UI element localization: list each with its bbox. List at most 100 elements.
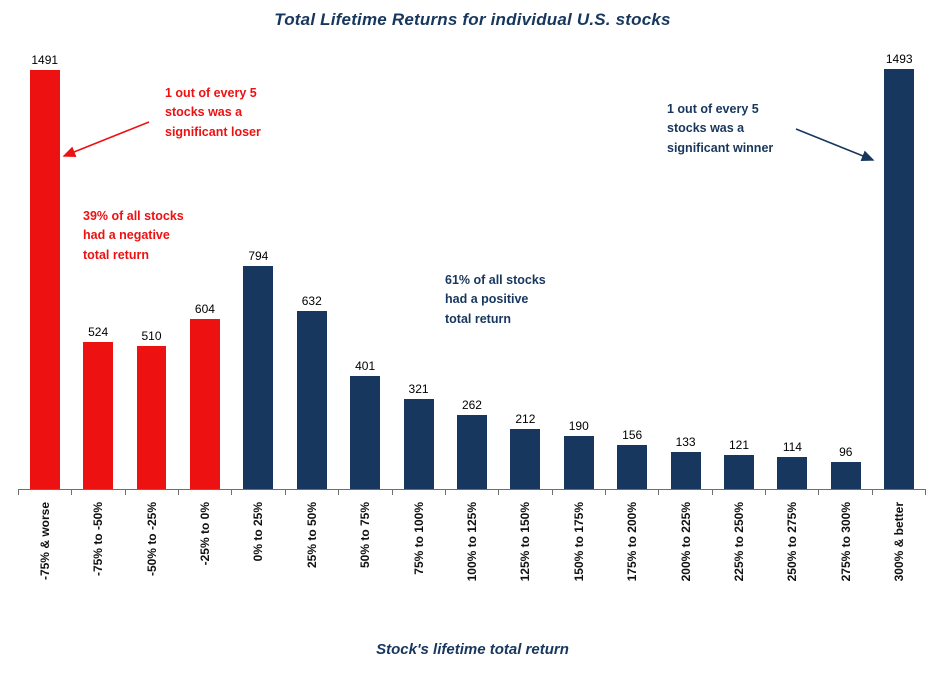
bar <box>617 445 648 489</box>
bar-group: 96 <box>819 445 872 489</box>
chart-title: Total Lifetime Returns for individual U.… <box>274 10 671 29</box>
category-cell: 0% to 25% <box>232 495 285 637</box>
bar-group: 794 <box>232 249 285 489</box>
bar <box>830 462 861 489</box>
bar-value-label: 632 <box>301 294 322 308</box>
x-axis-title: Stock's lifetime total return <box>376 641 569 658</box>
category-label: 200% to 225% <box>678 502 693 582</box>
axis-tick <box>72 490 126 495</box>
bar-chart: 1491 524 510 604 794 632 401 321 262 212 190 156 133… <box>18 50 927 637</box>
bar-value-label: 156 <box>622 428 643 442</box>
axis-tick <box>766 490 820 495</box>
bar-value-label: 1493 <box>885 52 913 66</box>
bar <box>670 452 701 489</box>
axis-tick <box>819 490 873 495</box>
axis-tick <box>659 490 713 495</box>
category-cell: 125% to 150% <box>499 495 552 637</box>
bar <box>296 311 327 489</box>
bar-group: 133 <box>659 435 712 489</box>
category-label: -75% to -50% <box>91 502 106 577</box>
category-cell: 100% to 125% <box>445 495 498 637</box>
bar-value-label: 524 <box>88 325 109 339</box>
category-label: 75% to 100% <box>411 502 426 575</box>
axis-tick <box>393 490 446 495</box>
category-label: 275% to 300% <box>838 502 853 582</box>
category-label: 150% to 175% <box>571 502 586 582</box>
bar-value-label: 212 <box>515 412 536 426</box>
category-label: 25% to 50% <box>304 502 319 569</box>
axis-tick <box>126 490 180 495</box>
category-label: 175% to 200% <box>625 502 640 582</box>
axis-tick <box>606 490 660 495</box>
axis-tick <box>339 490 393 495</box>
plot-area: 1491 524 510 604 794 632 401 321 262 212 190 156 133… <box>18 50 926 490</box>
category-label: -50% to -25% <box>144 502 159 577</box>
bar-group: 156 <box>605 428 658 489</box>
bar-group: 632 <box>285 294 338 489</box>
bar-group: 604 <box>178 302 231 489</box>
bar-group: 510 <box>125 329 178 489</box>
bar <box>83 342 114 489</box>
bar-group: 190 <box>552 419 605 489</box>
category-cell: 25% to 50% <box>285 495 338 637</box>
category-cell: 50% to 75% <box>338 495 391 637</box>
category-label: 125% to 150% <box>518 502 533 582</box>
bar-group: 212 <box>499 412 552 489</box>
category-cell: 75% to 100% <box>392 495 445 637</box>
annotation-significant-loser: 1 out of every 5 stocks was a significan… <box>165 86 261 139</box>
category-label: 300% & better <box>892 502 907 582</box>
bar-value-label: 321 <box>408 382 429 396</box>
axis-tick <box>286 490 340 495</box>
category-cell: -25% to 0% <box>178 495 231 637</box>
bar <box>457 415 487 489</box>
bar-value-label: 190 <box>568 419 589 433</box>
axis-tick <box>873 490 927 495</box>
bar-group: 262 <box>445 398 498 489</box>
category-cell: -50% to -25% <box>125 495 178 637</box>
x-axis-ticks <box>18 490 927 495</box>
bar-group: 321 <box>392 382 445 489</box>
bar <box>563 436 594 489</box>
bar-group: 1491 <box>18 53 71 489</box>
category-label: 50% to 75% <box>358 502 373 569</box>
annotation-significant-winner: 1 out of every 5 stocks was a significan… <box>667 102 774 155</box>
bar <box>884 69 915 489</box>
x-axis-category-labels: -75% & worse -75% to -50% -50% to -25% -25%… <box>18 495 926 637</box>
category-cell: 175% to 200% <box>605 495 658 637</box>
category-cell: -75% & worse <box>18 495 71 637</box>
bar <box>29 70 60 489</box>
category-label: 0% to 25% <box>251 502 266 562</box>
annotation-positive-return: 61% of all stocks had a positive total r… <box>445 273 546 326</box>
bar <box>243 266 274 489</box>
category-cell: 275% to 300% <box>819 495 872 637</box>
category-cell: 150% to 175% <box>552 495 605 637</box>
axis-tick <box>179 490 233 495</box>
axis-tick <box>713 490 767 495</box>
bar <box>350 376 381 489</box>
bar <box>777 457 808 489</box>
bar <box>403 399 434 489</box>
bar-value-label: 114 <box>782 440 802 454</box>
bar-value-label: 262 <box>461 398 482 412</box>
category-label: -75% & worse <box>37 502 52 581</box>
category-cell: 250% to 275% <box>766 495 819 637</box>
bar-value-label: 1491 <box>31 53 59 67</box>
category-label: 100% to 125% <box>464 502 479 582</box>
category-label: 250% to 275% <box>785 502 800 582</box>
category-label: -25% to 0% <box>197 502 212 566</box>
bar-group: 401 <box>338 359 391 489</box>
axis-tick <box>499 490 553 495</box>
bar <box>724 455 754 489</box>
axis-tick <box>446 490 500 495</box>
axis-tick <box>18 490 73 495</box>
bar-value-label: 96 <box>839 445 853 459</box>
bar-value-label: 604 <box>194 302 215 316</box>
bar-value-label: 794 <box>248 249 269 263</box>
bar-value-label: 510 <box>141 329 162 343</box>
category-cell: 200% to 225% <box>659 495 712 637</box>
bar-value-label: 121 <box>728 438 749 452</box>
axis-tick <box>553 490 606 495</box>
bar <box>510 429 541 489</box>
category-cell: 300% & better <box>873 495 926 637</box>
